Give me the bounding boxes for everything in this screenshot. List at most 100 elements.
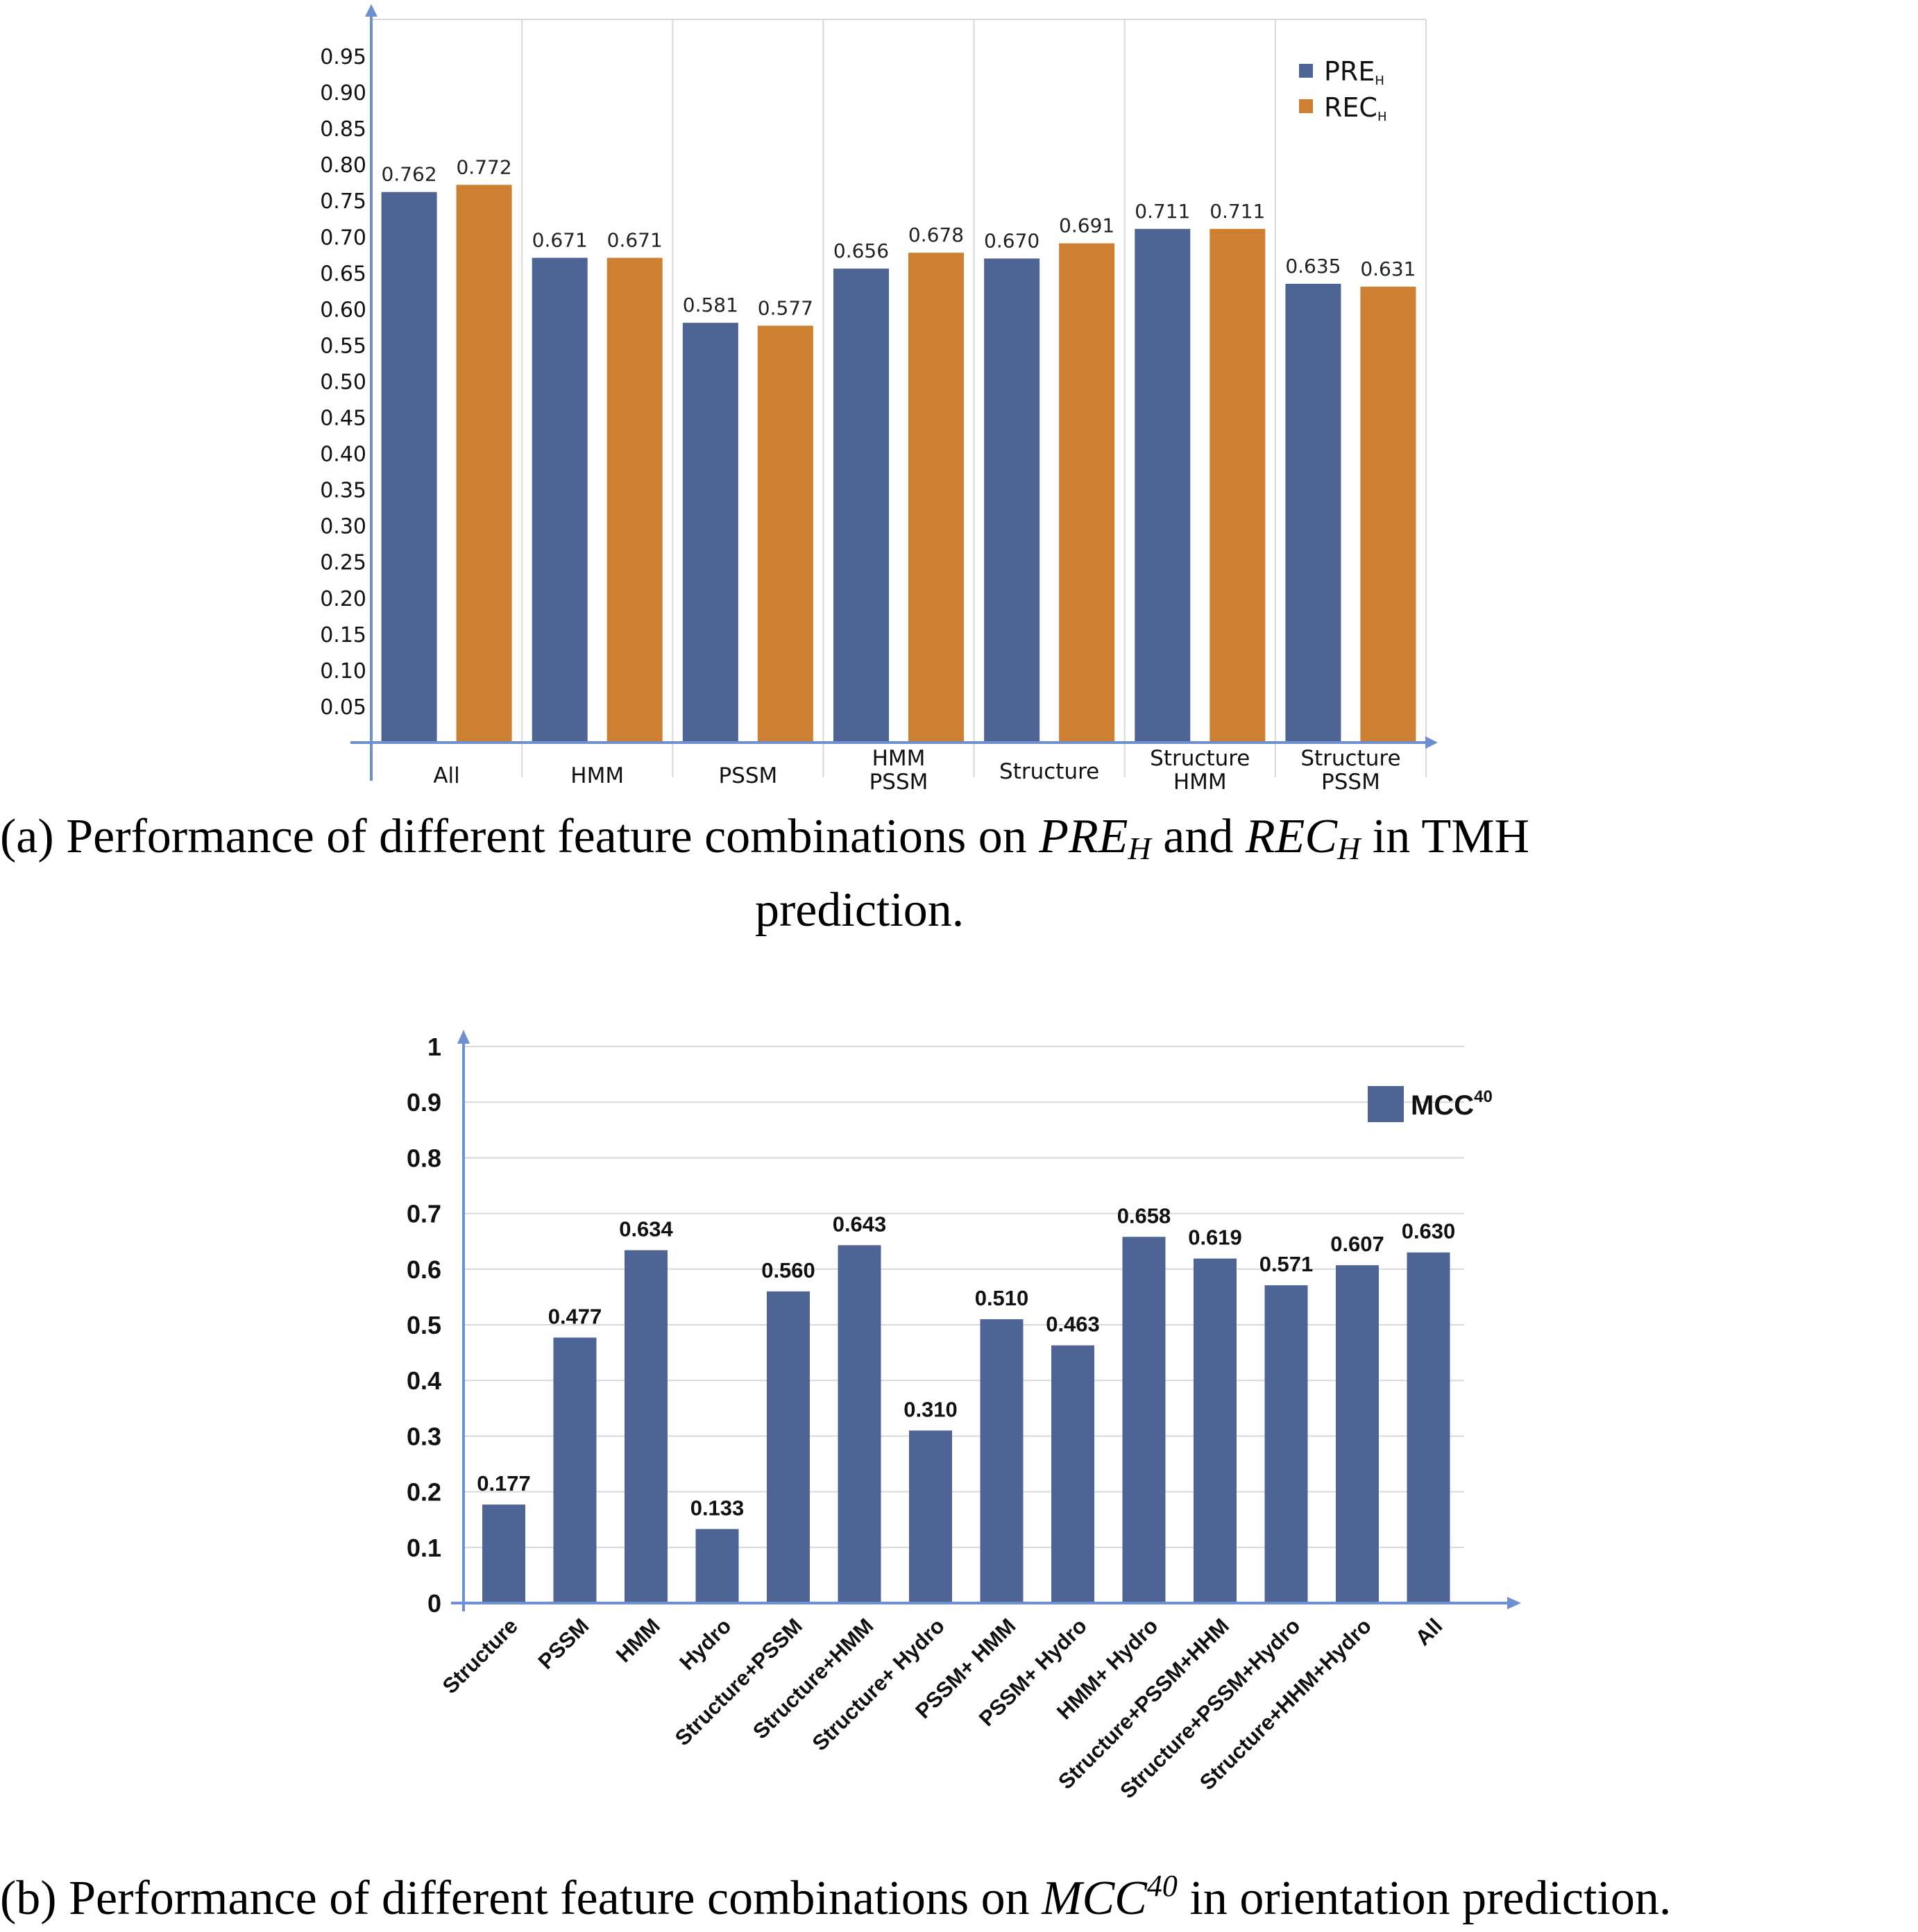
x-category-label: All	[1411, 1613, 1448, 1650]
bar-rec	[1360, 287, 1416, 743]
x-category-label: PSSM	[534, 1613, 594, 1674]
y-tick-label: 0.70	[320, 226, 366, 250]
value-label: 0.772	[456, 155, 511, 178]
x-category-label: HMM	[611, 1613, 665, 1667]
x-category-label: PSSM	[718, 763, 777, 788]
value-label: 0.577	[758, 296, 813, 319]
value-label: 0.671	[607, 228, 663, 251]
bar-pre	[984, 258, 1040, 743]
chart-b-axes	[451, 1030, 1521, 1611]
caption-a-line2: prediction.	[755, 883, 964, 937]
value-label: 0.560	[761, 1258, 815, 1282]
x-category-label: HMM	[570, 763, 624, 788]
x-category-line: Structure	[1300, 746, 1400, 771]
bar-mcc	[909, 1430, 952, 1603]
bar-mcc	[980, 1319, 1024, 1603]
value-label: 0.510	[975, 1286, 1029, 1310]
bar-mcc	[695, 1529, 739, 1603]
bar-mcc	[1336, 1265, 1379, 1603]
x-category-label: Structure	[438, 1613, 523, 1698]
chart-b-value-labels: 0.177 0.477 0.634 0.133 0.560 0.643 0.310 0.510…	[477, 1203, 1455, 1520]
x-axis-arrow	[1425, 736, 1438, 749]
y-tick-label: 0.05	[320, 695, 366, 720]
value-label: 0.607	[1330, 1232, 1384, 1256]
chart-b-gridlines	[464, 1046, 1464, 1548]
y-tick-label: 0.55	[320, 334, 366, 358]
bar-mcc	[1194, 1258, 1237, 1603]
value-label: 0.711	[1210, 200, 1265, 223]
y-tick-label: 0.65	[320, 262, 366, 286]
bar-pre	[1135, 228, 1191, 743]
chart-b-legend: MCC40	[1368, 1086, 1493, 1122]
x-category-label: Hydro	[674, 1613, 736, 1675]
y-tick-label: 0.15	[320, 623, 366, 647]
caption-b: (b) Performance of different feature com…	[0, 1869, 1671, 1925]
y-axis-arrow	[365, 4, 377, 17]
y-tick-label: 0.3	[407, 1422, 441, 1450]
y-tick-label: 0.60	[320, 298, 366, 322]
y-tick-label: 0.20	[320, 587, 366, 611]
x-category-label: Structure PSSM	[1300, 746, 1400, 795]
x-category-label: Structure+PSSM	[670, 1613, 807, 1750]
value-label: 0.630	[1402, 1219, 1456, 1244]
x-category-label: HMM PSSM	[869, 746, 928, 795]
bar-mcc	[1407, 1252, 1450, 1603]
bar-mcc	[625, 1250, 668, 1603]
bar-pre	[381, 192, 437, 743]
chart-b-x-categories: Structure PSSM HMM HydroStructure+PSSMStruc…	[438, 1613, 1448, 1803]
bar-pre	[682, 323, 738, 743]
chart-a-bars	[381, 185, 1416, 743]
value-label: 0.581	[683, 294, 738, 316]
chart-a: 0.762 0.772 0.671 0.671 0.581 0.577 0.656 0.678…	[320, 4, 1438, 795]
chart-a-legend: PREH RECH	[1299, 56, 1387, 124]
legend-swatch-rec	[1299, 99, 1313, 113]
value-label: 0.670	[984, 229, 1039, 252]
y-tick-label: 0.9	[407, 1088, 441, 1117]
value-label: 0.133	[690, 1495, 745, 1520]
y-axis-arrow	[457, 1030, 470, 1044]
bar-rec	[1210, 228, 1266, 743]
chart-b: 0.1770.4770.6340.1330.5600.6430.3100.510…	[407, 1030, 1521, 1803]
bar-mcc	[838, 1245, 881, 1603]
legend-label-pre: PREH	[1324, 56, 1384, 88]
x-axis-arrow	[1507, 1597, 1521, 1609]
value-label: 0.656	[833, 239, 889, 262]
value-label: 0.310	[903, 1397, 958, 1421]
bar-rec	[1059, 243, 1115, 743]
y-tick-label: 0.80	[320, 153, 366, 178]
x-category-line: HMM	[872, 746, 926, 771]
legend-swatch-pre	[1299, 64, 1313, 78]
x-category-line: HMM	[1173, 770, 1227, 795]
y-tick-label: 0.50	[320, 370, 366, 394]
x-category-label: Structure+HMM	[748, 1613, 878, 1743]
chart-a-value-labels: 0.762 0.772 0.671 0.671 0.581 0.577 0.656 0.678…	[381, 155, 1416, 319]
y-tick-label: 0.95	[320, 45, 366, 69]
bar-mcc	[553, 1337, 597, 1603]
y-tick-label: 1	[427, 1033, 441, 1061]
chart-b-y-ticks: 0 0.1 0.2 0.3 0.4 0.5 0.6 0.7 0.8 0.9 1	[407, 1033, 441, 1618]
value-label: 0.177	[477, 1471, 531, 1495]
value-label: 0.678	[908, 223, 964, 246]
bar-rec	[908, 253, 964, 743]
y-tick-label: 0.10	[320, 659, 366, 684]
bar-pre	[1285, 283, 1341, 743]
y-tick-label: 0.45	[320, 407, 366, 431]
y-tick-label: 0.6	[407, 1255, 441, 1284]
bar-mcc	[1264, 1285, 1308, 1603]
bar-pre	[532, 257, 588, 743]
bar-rec	[606, 257, 663, 743]
value-label: 0.671	[532, 228, 588, 251]
value-label: 0.711	[1135, 200, 1190, 223]
bar-mcc	[1051, 1345, 1094, 1603]
bar-pre	[833, 269, 889, 743]
x-category-label: Structure HMM	[1150, 746, 1250, 795]
bar-rec	[456, 185, 512, 743]
y-tick-label: 0.75	[320, 189, 366, 214]
x-category-label: Structure+ Hydro	[808, 1613, 949, 1755]
legend-label-rec: RECH	[1324, 92, 1387, 124]
y-tick-label: 0	[427, 1589, 441, 1618]
value-label: 0.635	[1285, 255, 1341, 278]
value-label: 0.643	[833, 1212, 887, 1236]
bar-mcc	[767, 1291, 810, 1603]
value-label: 0.571	[1259, 1252, 1314, 1276]
